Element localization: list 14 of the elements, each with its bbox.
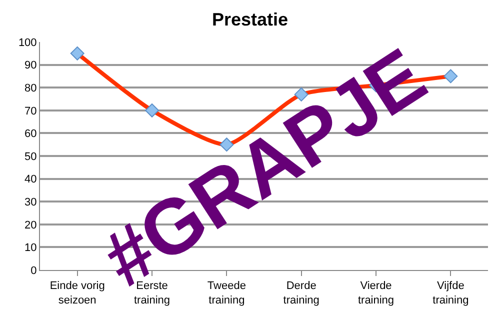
y-tick-label: 80 bbox=[24, 82, 37, 94]
y-tick-label: 60 bbox=[24, 128, 37, 140]
x-tick-label: Einde vorig seizoen bbox=[50, 280, 105, 306]
y-tick-label: 50 bbox=[24, 150, 37, 163]
y-tick-label: 100 bbox=[18, 36, 37, 49]
y-tick-label: 70 bbox=[24, 105, 37, 118]
chart-title: Prestatie bbox=[212, 9, 288, 30]
y-tick-label: 10 bbox=[24, 242, 37, 254]
y-tick-label: 0 bbox=[30, 264, 37, 277]
x-tick-label: Vijfde training bbox=[432, 280, 469, 306]
y-tick-label: 40 bbox=[24, 174, 37, 186]
y-tick-label: 20 bbox=[24, 219, 37, 232]
y-tick-label: 90 bbox=[24, 60, 37, 72]
y-tick-label: 30 bbox=[24, 196, 37, 208]
